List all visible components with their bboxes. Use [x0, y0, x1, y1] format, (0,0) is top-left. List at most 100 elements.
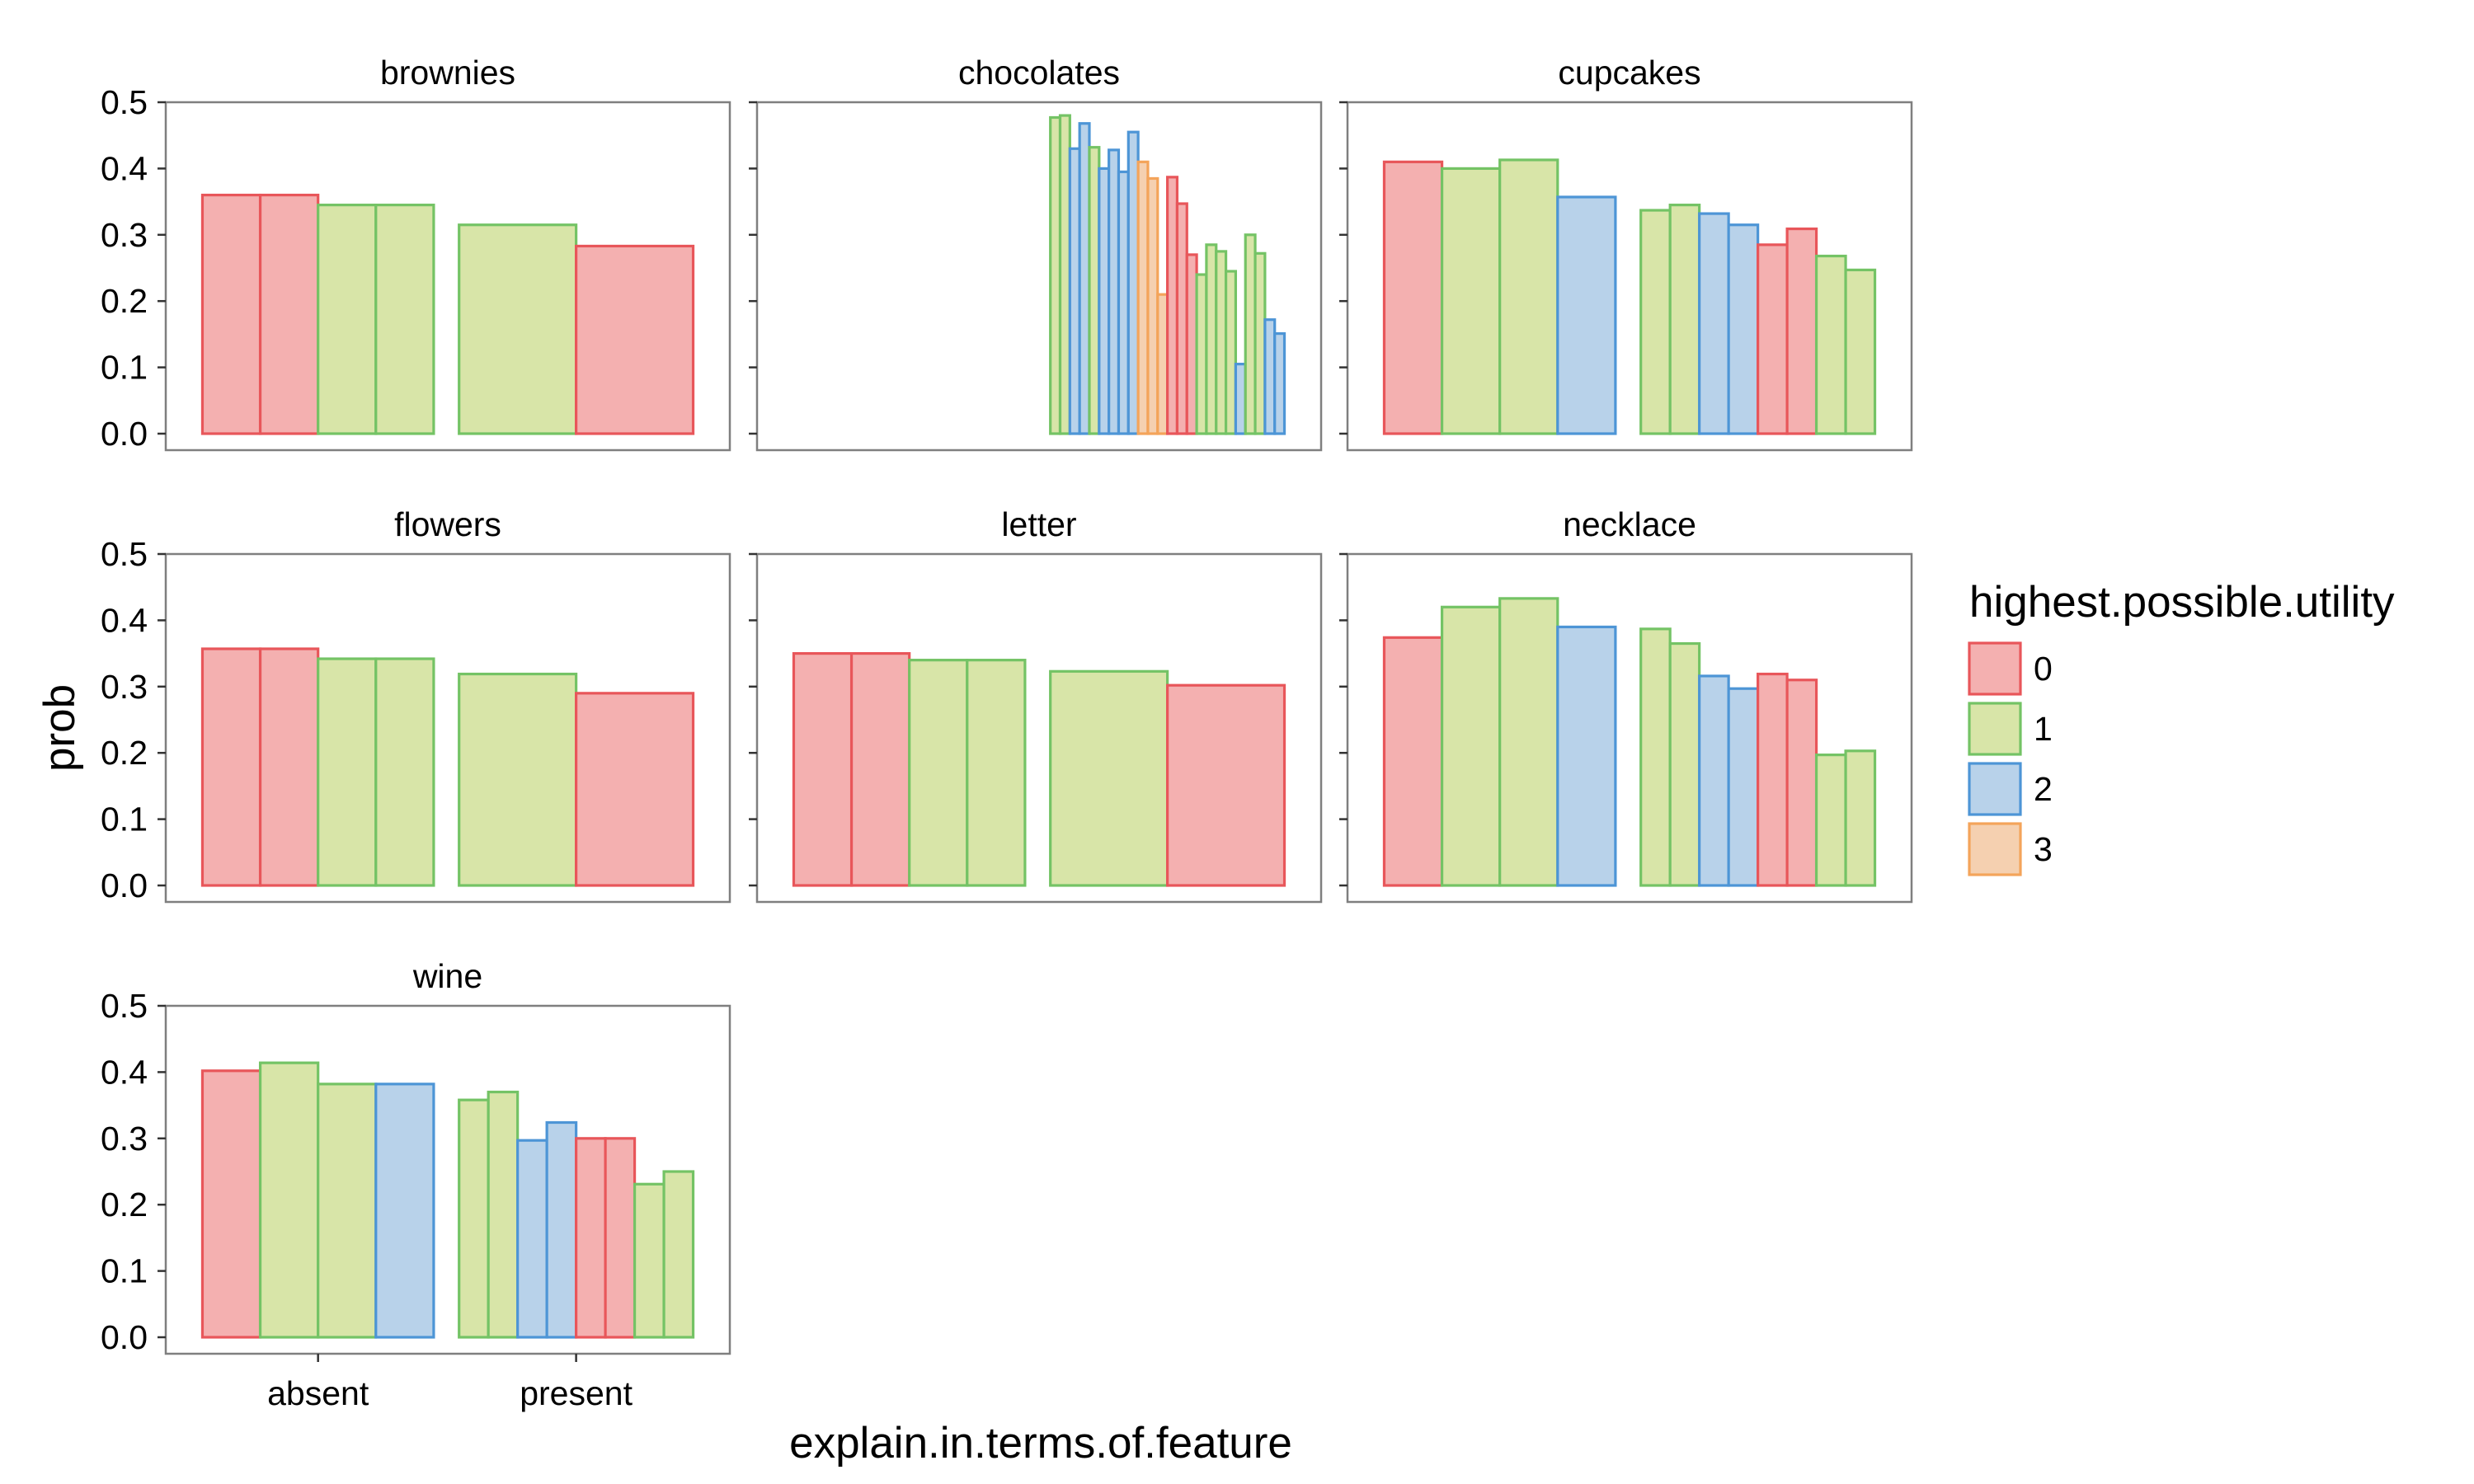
- bar-chocolates-present-23: [1263, 318, 1277, 435]
- panel-title: chocolates: [958, 54, 1120, 92]
- panel-chocolates: chocolates: [749, 54, 1323, 452]
- y-tick-label: 0.2: [101, 734, 148, 772]
- bar-chocolates-present-22: [1253, 251, 1267, 435]
- y-tick-label: 0.0: [101, 866, 148, 904]
- bar-necklace-present-5: [1757, 672, 1789, 887]
- bar-chocolates-present-9: [1126, 130, 1140, 435]
- bar-necklace-present-1: [1639, 627, 1672, 887]
- bar-wine-present-8: [662, 1170, 695, 1339]
- y-tick-label: 0.5: [101, 535, 148, 573]
- bar-letter-present-2: [1166, 683, 1286, 887]
- y-tick-label: 0.5: [101, 83, 148, 121]
- y-tick-label: 0.0: [101, 415, 148, 453]
- bar-chocolates-present-8: [1117, 170, 1130, 435]
- bar-flowers-absent-1: [200, 647, 262, 887]
- x-tick-label: present: [520, 1374, 633, 1412]
- bar-necklace-absent-1: [1382, 636, 1444, 887]
- bar-chocolates-present-18: [1215, 250, 1228, 435]
- bar-chocolates-present-10: [1136, 160, 1150, 435]
- bar-necklace-absent-3: [1498, 597, 1559, 887]
- x-axis-title: explain.in.terms.of.feature: [789, 1419, 1292, 1468]
- panel-title: brownies: [380, 54, 515, 92]
- bar-cupcakes-absent-2: [1440, 167, 1502, 435]
- legend: highest.possible.utility 0 1 2 3: [1968, 578, 2395, 876]
- legend-key-3: [1968, 822, 2022, 876]
- panel-title: letter: [1001, 505, 1076, 543]
- bar-letter-absent-1: [792, 651, 854, 887]
- bar-wine-present-3: [516, 1139, 548, 1339]
- bar-brownies-present-1: [458, 223, 578, 435]
- bar-necklace-present-4: [1727, 687, 1760, 887]
- bar-letter-absent-3: [908, 659, 969, 887]
- y-tick-label: 0.0: [101, 1318, 148, 1356]
- bar-wine-present-6: [604, 1137, 637, 1339]
- bar-wine-absent-3: [317, 1082, 378, 1339]
- bar-chocolates-present-1: [1049, 115, 1062, 435]
- y-tick-label: 0.4: [101, 1053, 148, 1091]
- bar-cupcakes-absent-4: [1556, 195, 1617, 435]
- panel-flowers: flowers 0.0 0.1 0.2 0.3 0.4 0.5: [101, 505, 731, 904]
- bar-brownies-absent-3: [317, 204, 378, 435]
- y-tick-label: 0.1: [101, 801, 148, 838]
- bar-letter-absent-4: [966, 659, 1027, 887]
- panels-layer: brownies 0.0 0.1 0.2 0.3 0.4 0.5 chocolates cupc…: [101, 54, 1913, 1412]
- legend-label: 3: [2034, 830, 2053, 868]
- bar-necklace-present-6: [1785, 679, 1818, 887]
- panel-title: cupcakes: [1558, 54, 1700, 92]
- bar-chocolates-present-19: [1224, 270, 1238, 435]
- bar-cupcakes-absent-1: [1382, 160, 1444, 435]
- y-tick-label: 0.1: [101, 1252, 148, 1290]
- legend-label: 0: [2034, 650, 2053, 688]
- y-axis-title: prob: [35, 684, 84, 772]
- y-tick-label: 0.1: [101, 349, 148, 387]
- legend-key-0: [1968, 641, 2022, 696]
- bar-cupcakes-present-3: [1698, 212, 1730, 435]
- x-tick-label: absent: [267, 1374, 369, 1412]
- bar-cupcakes-present-2: [1668, 204, 1701, 435]
- bar-flowers-present-1: [458, 672, 578, 887]
- panel-wine: wine 0.0 0.1 0.2 0.3 0.4 0.5 absent present: [101, 957, 731, 1412]
- bar-wine-absent-1: [200, 1069, 262, 1339]
- bar-wine-present-4: [545, 1120, 578, 1339]
- y-tick-label: 0.4: [101, 149, 148, 187]
- bar-chocolates-present-20: [1234, 362, 1247, 435]
- bar-wine-present-7: [633, 1182, 666, 1339]
- bar-chocolates-present-7: [1108, 148, 1121, 435]
- bar-cupcakes-present-1: [1639, 209, 1672, 435]
- bar-chocolates-present-2: [1058, 114, 1071, 435]
- bar-necklace-present-8: [1844, 749, 1877, 887]
- bar-flowers-absent-4: [374, 657, 435, 887]
- bar-cupcakes-present-4: [1727, 223, 1760, 435]
- bar-chocolates-present-15: [1185, 253, 1198, 435]
- bar-chocolates-present-14: [1175, 202, 1188, 435]
- bar-wine-absent-4: [374, 1082, 435, 1339]
- bar-cupcakes-present-5: [1757, 243, 1789, 435]
- bar-necklace-absent-2: [1440, 605, 1502, 887]
- bar-chocolates-present-17: [1205, 243, 1218, 435]
- y-tick-label: 0.4: [101, 601, 148, 639]
- bar-chocolates-present-4: [1078, 122, 1091, 435]
- bar-chocolates-present-12: [1156, 293, 1169, 435]
- bar-wine-present-5: [575, 1137, 607, 1339]
- bar-chocolates-present-3: [1068, 147, 1081, 435]
- y-tick-label: 0.2: [101, 1186, 148, 1223]
- bar-brownies-present-2: [575, 244, 695, 435]
- bar-brownies-absent-2: [258, 193, 320, 435]
- legend-key-1: [1968, 702, 2022, 756]
- y-tick-label: 0.5: [101, 987, 148, 1025]
- bar-cupcakes-absent-3: [1498, 158, 1559, 435]
- bar-necklace-present-3: [1698, 674, 1730, 887]
- bar-letter-present-1: [1049, 669, 1169, 887]
- bar-wine-present-2: [487, 1090, 520, 1339]
- legend-key-2: [1968, 762, 2022, 816]
- bar-chocolates-present-24: [1273, 331, 1286, 435]
- bar-wine-absent-2: [258, 1061, 320, 1339]
- legend-label: 1: [2034, 710, 2053, 748]
- bar-necklace-present-2: [1668, 641, 1701, 887]
- bar-necklace-present-7: [1814, 754, 1847, 887]
- panel-title: wine: [412, 957, 482, 995]
- legend-label: 2: [2034, 770, 2053, 808]
- bar-flowers-absent-3: [317, 657, 378, 887]
- bar-cupcakes-present-8: [1844, 268, 1877, 435]
- bar-chocolates-present-13: [1166, 176, 1179, 435]
